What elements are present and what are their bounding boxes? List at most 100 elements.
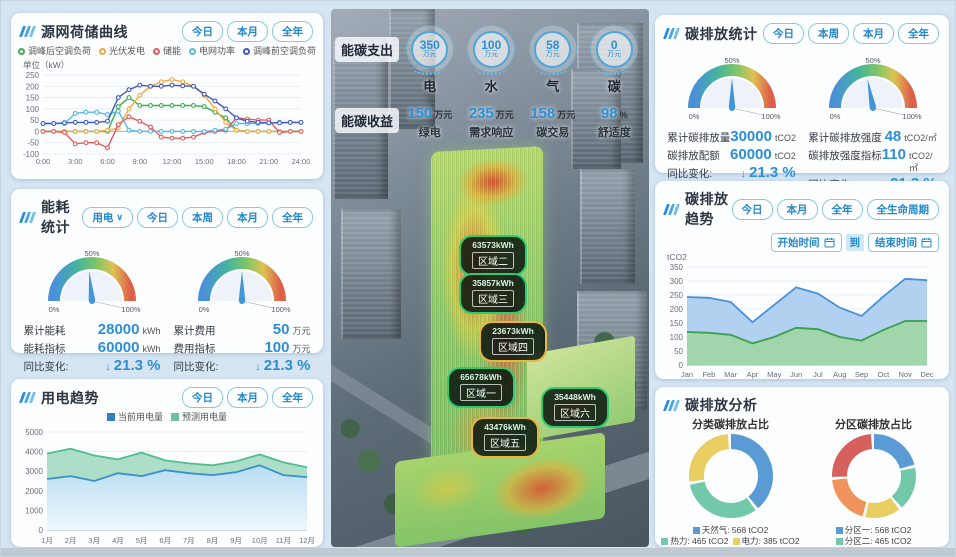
income-label: 能碳收益 [335,108,400,133]
panel-title-icon [18,211,37,223]
down-arrow-icon: ↓ [105,361,111,373]
zone-label[interactable]: 35857kWh 区域三 [459,273,527,314]
svg-text:50%: 50% [234,249,249,258]
stat-value: 28000 [97,321,140,338]
chart-svg: -100 -50 0 50 100 150 200 250 0:00 3:00 6:00 9:00 12… [23,71,311,166]
zone-emission-donut [831,433,917,524]
tab-month[interactable]: 本月 [227,387,268,408]
tab-today[interactable]: 今日 [182,387,223,408]
svg-text:50%: 50% [865,56,880,65]
zone-energy-value: 23673kWh [492,326,534,336]
income-value: 158 [530,105,556,122]
tab-month[interactable]: 本月 [227,21,268,42]
income-unit: 万元 [434,110,453,120]
legend-item[interactable]: 预测用电量 [171,411,227,424]
expense-unit: 万元 [422,50,437,58]
date-range-to-label: 到 [845,234,864,251]
legend-marker [189,48,196,55]
tab-today[interactable]: 今日 [137,206,178,228]
legend-item[interactable]: 天然气: 568 tCO2 [692,525,768,536]
svg-text:Jun: Jun [790,370,802,379]
zone-name: 区域五 [484,434,526,451]
svg-text:Jan: Jan [681,370,693,379]
legend-item[interactable]: 分区二: 465 tCO2 [835,536,911,547]
expense-unit: 万元 [484,50,499,58]
stat-label: 累计费用 [173,325,216,337]
legend-item[interactable]: 热力: 465 tCO2 [661,536,729,547]
zone-label[interactable]: 65678kWh 区域一 [447,367,515,408]
svg-text:Aug: Aug [833,370,846,379]
legend-item[interactable]: 当前用电量 [106,411,163,424]
energy-type-dropdown[interactable]: 用电 ∨ [82,206,133,228]
legend-item[interactable]: 电力: 385 tCO2 [732,536,800,547]
stat-label: 累计能耗 [23,325,66,337]
panel-title: 源网荷储曲线 [41,23,128,40]
zone-label[interactable]: 63573kWh 区域二 [459,235,527,276]
chart-svg: 0 50 100 150 200 250 300 350 Jan Feb Mar Apr May Jun J… [670,263,934,379]
legend-item[interactable]: 光伏发电 [98,45,145,58]
start-date-input[interactable]: 开始时间 [770,233,842,252]
stat-value: 100 [264,339,290,356]
tab-today[interactable]: 今日 [731,198,773,220]
power-trend-chart: 0 1000 2000 3000 4000 5000 1月 2月 3月 4月 5月 6月 7月 8月 9月 1… [13,424,323,551]
zone-label[interactable]: 23673kWh 区域四 [479,321,547,362]
tab-year[interactable]: 全年 [898,23,939,44]
stat-value: 50 [272,321,290,338]
stat-value: 60000 [730,146,772,163]
emission-intensity-gauge: 0% 50% 100% 累计碳排放强度 48 tCO2/㎡ 碳排放强度指标 110 tCO2/㎡… [806,48,939,193]
svg-text:12月: 12月 [299,536,315,545]
svg-text:10月: 10月 [252,536,268,545]
stat-label: 碳排放配额 [667,150,720,162]
panel-title-icon [662,28,681,39]
legend-item[interactable]: 分区一: 568 tCO2 [835,525,911,536]
svg-text:5月: 5月 [136,536,148,545]
tab-week[interactable]: 本周 [808,23,849,44]
carbon-trend-chart: 0 50 100 150 200 250 300 350 Jan Feb Mar Apr May Jun J… [659,262,949,385]
expense-item: 100 万元水 [461,25,523,95]
stat-unit: tCO2 [774,133,796,143]
svg-text:0%: 0% [829,112,840,121]
gauge-stat-row: 费用指标 100 万元 [174,339,311,356]
legend-item[interactable]: 调峰后空调负荷 [17,45,91,58]
svg-text:Oct: Oct [878,370,891,379]
end-date-input[interactable]: 结束时间 [868,233,939,252]
svg-text:8月: 8月 [207,536,219,545]
svg-text:3:00: 3:00 [68,157,83,166]
gauge-svg: 0% 50% 100% [828,56,921,121]
tab-today[interactable]: 今日 [182,21,223,42]
svg-text:100%: 100% [121,305,141,314]
tab-lifecycle[interactable]: 全生命周期 [866,198,939,220]
zone-name: 区域六 [554,404,596,421]
legend-item[interactable]: 电网功率 [189,45,235,58]
svg-text:24:00: 24:00 [292,157,311,166]
tab-week[interactable]: 本周 [182,206,223,228]
legend-item[interactable]: 调峰前空调负荷 [243,45,316,58]
gauge-stat-row: 累计碳排放强度 48 tCO2/㎡ [808,128,937,145]
income-name: 舒适度 [597,127,631,139]
tab-month[interactable]: 本月 [776,198,818,220]
legend-item[interactable]: 储能 [152,45,181,58]
expense-value: 100 [481,37,502,52]
legend-marker [171,413,179,421]
svg-text:Feb: Feb [702,370,715,379]
income-name: 绿电 [418,127,441,139]
zone-label[interactable]: 35448kWh 区域六 [541,387,609,428]
legend-marker [835,527,843,534]
stat-unit: tCO2 [774,151,796,161]
zone-label[interactable]: 43476kWh 区域五 [471,417,539,458]
energy-carbon-income-row: 能碳收益 150 万元 绿电 235 万元 需求响应 158 万元 碳交易 98% 舒适度 [335,105,645,140]
building-heatmap-scene: 63573kWh 区域二 35857kWh 区域三 23673kWh 区域四 65678kW… [331,9,649,547]
tab-year[interactable]: 全年 [272,21,313,42]
tab-today[interactable]: 今日 [763,23,804,44]
tab-month[interactable]: 本月 [853,23,894,44]
svg-text:Dec: Dec [920,370,934,379]
gauge-stat-row: 碳排放强度指标 110 tCO2/㎡ [808,146,937,174]
svg-text:6:00: 6:00 [100,157,115,166]
stat-value: 110 [881,146,906,163]
tab-year[interactable]: 全年 [821,198,863,220]
tab-year[interactable]: 全年 [272,387,313,408]
tab-month[interactable]: 本月 [227,206,268,228]
tab-year[interactable]: 全年 [272,206,313,228]
svg-text:18:00: 18:00 [227,157,246,166]
